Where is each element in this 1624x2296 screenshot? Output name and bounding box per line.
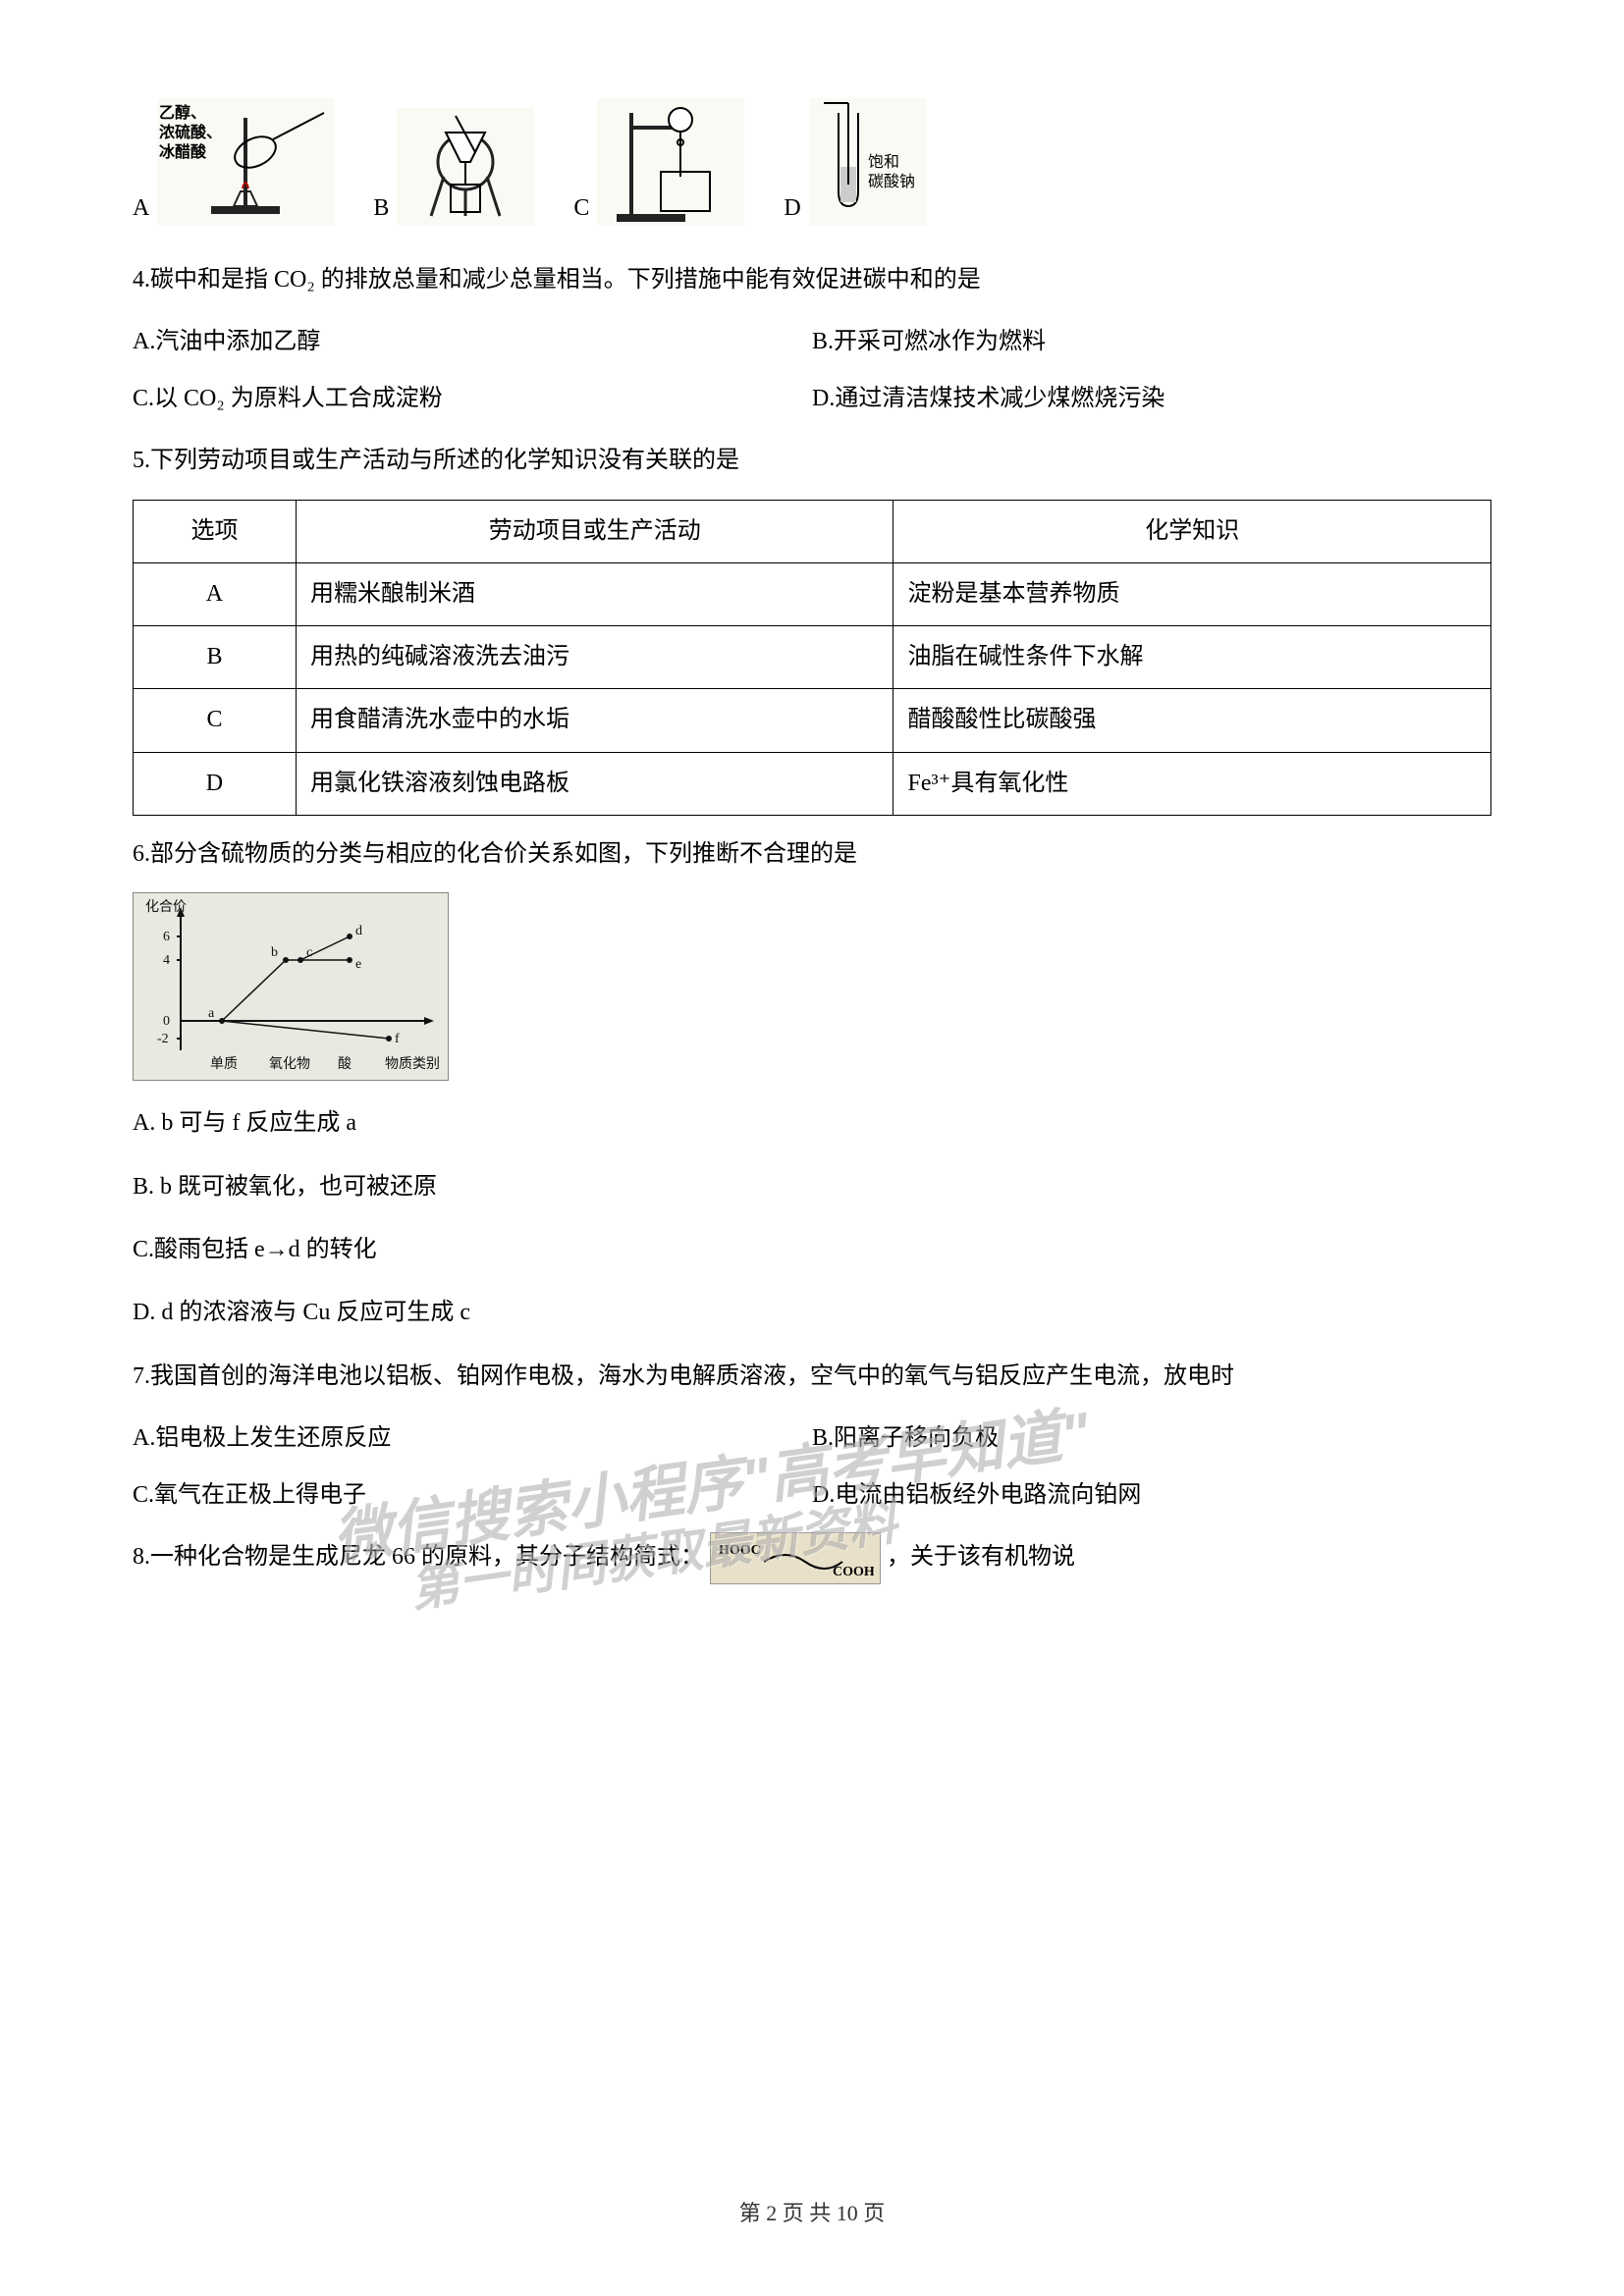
svg-text:HOOC: HOOC xyxy=(719,1543,761,1558)
q5-r0c0: A xyxy=(134,562,297,625)
apparatus-row: A 乙醇、 浓硫酸、 冰醋酸 B xyxy=(133,98,1491,226)
q7-opt-a: A.铝电极上发生还原反应 xyxy=(133,1415,812,1462)
page-content: A 乙醇、 浓硫酸、 冰醋酸 B xyxy=(0,0,1624,1657)
q5-r1c1: 用热的纯碱溶液洗去油污 xyxy=(296,626,893,689)
table-row: C 用食醋清洗水壶中的水垢 醋酸酸性比碳酸强 xyxy=(134,689,1491,752)
apparatus-b-svg xyxy=(397,108,534,226)
q7-row2: C.氧气在正极上得电子 D.电流由铝板经外电路流向铂网 xyxy=(133,1471,1491,1519)
svg-text:a: a xyxy=(208,1006,215,1021)
svg-text:e: e xyxy=(355,957,361,972)
apparatus-d-svg: 饱和 碳酸钠 xyxy=(809,98,927,226)
apparatus-a-annot2: 浓硫酸、 xyxy=(159,123,222,141)
apparatus-d-label: D xyxy=(784,195,800,222)
q5-th-2: 化学知识 xyxy=(893,500,1491,562)
q5-th-1: 劳动项目或生产活动 xyxy=(296,500,893,562)
q4-row1: A.汽油中添加乙醇 B.开采可燃冰作为燃料 xyxy=(133,318,1491,365)
q7-row1: A.铝电极上发生还原反应 B.阳离子移向负极 xyxy=(133,1415,1491,1462)
q6-opt-b: B. b 既可被氧化，也可被还原 xyxy=(133,1162,1491,1211)
table-header-row: 选项 劳动项目或生产活动 化学知识 xyxy=(134,500,1491,562)
apparatus-c: C xyxy=(573,98,744,226)
q4-opt-d: D.通过清洁煤技术减少煤燃烧污染 xyxy=(812,375,1491,422)
apparatus-b: B xyxy=(373,108,534,226)
svg-text:氧化物: 氧化物 xyxy=(269,1056,310,1072)
q8-stem: 8.一种化合物是生成尼龙 66 的原料，其分子结构简式： HOOC COOH ，… xyxy=(133,1532,1491,1584)
q5-r2c2: 醋酸酸性比碳酸强 xyxy=(893,689,1491,752)
q4-opt-b: B.开采可燃冰作为燃料 xyxy=(812,318,1491,365)
svg-text:-2: -2 xyxy=(157,1032,169,1046)
svg-text:b: b xyxy=(271,945,278,960)
q7-opt-d: D.电流由铝板经外电路流向铂网 xyxy=(812,1471,1491,1519)
q7-opt-b: B.阳离子移向负极 xyxy=(812,1415,1491,1462)
q5-r0c2: 淀粉是基本营养物质 xyxy=(893,562,1491,625)
apparatus-a-svg: 乙醇、 浓硫酸、 冰醋酸 xyxy=(157,98,334,226)
svg-text:4: 4 xyxy=(163,953,170,968)
table-row: D 用氯化铁溶液刻蚀电路板 Fe³⁺具有氧化性 xyxy=(134,752,1491,815)
svg-text:化合价: 化合价 xyxy=(145,899,187,915)
q6-opt-c: C.酸雨包括 e→d 的转化 xyxy=(133,1225,1491,1274)
q5-r3c2: Fe³⁺具有氧化性 xyxy=(893,752,1491,815)
q5-r1c0: B xyxy=(134,626,297,689)
svg-text:单质: 单质 xyxy=(210,1056,238,1072)
table-row: B 用热的纯碱溶液洗去油污 油脂在碱性条件下水解 xyxy=(134,626,1491,689)
svg-text:f: f xyxy=(395,1032,400,1046)
apparatus-c-svg xyxy=(597,98,744,226)
apparatus-d: D 饱和 碳酸钠 xyxy=(784,98,926,226)
svg-text:0: 0 xyxy=(163,1014,170,1029)
q5-r3c1: 用氯化铁溶液刻蚀电路板 xyxy=(296,752,893,815)
q6-opt-d: D. d 的浓溶液与 Cu 反应可生成 c xyxy=(133,1288,1491,1337)
q7-stem: 7.我国首创的海洋电池以铝板、铂网作电极，海水为电解质溶液，空气中的氧气与铝反应… xyxy=(133,1352,1491,1401)
apparatus-a-annot3: 冰醋酸 xyxy=(159,142,207,161)
apparatus-b-label: B xyxy=(373,195,389,222)
q4-stem: 4.碳中和是指 CO₂ 的排放总量和减少总量相当。下列措施中能有效促进碳中和的是 xyxy=(133,255,1491,304)
svg-text:物质类别: 物质类别 xyxy=(385,1056,440,1072)
svg-text:d: d xyxy=(355,924,362,938)
q7-opt-c: C.氧气在正极上得电子 xyxy=(133,1471,812,1519)
q5-th-0: 选项 xyxy=(134,500,297,562)
apparatus-c-label: C xyxy=(573,195,589,222)
q6-chart-svg: 6 4 0 -2 化合价 单质 氧化物 酸 物质类别 a b c d xyxy=(134,893,448,1080)
q4-opt-a: A.汽油中添加乙醇 xyxy=(133,318,812,365)
q5-r3c0: D xyxy=(134,752,297,815)
apparatus-d-annot1: 饱和 xyxy=(868,153,899,171)
table-row: A 用糯米酿制米酒 淀粉是基本营养物质 xyxy=(134,562,1491,625)
q6-opt-a: A. b 可与 f 反应生成 a xyxy=(133,1098,1491,1148)
apparatus-a-annot1: 乙醇、 xyxy=(159,103,206,122)
q5-r1c2: 油脂在碱性条件下水解 xyxy=(893,626,1491,689)
page-footer: 第 2 页 共 10 页 xyxy=(0,2196,1624,2227)
apparatus-a: A 乙醇、 浓硫酸、 冰醋酸 xyxy=(133,98,334,226)
q6-chart: 6 4 0 -2 化合价 单质 氧化物 酸 物质类别 a b c d xyxy=(133,892,449,1081)
q5-stem: 5.下列劳动项目或生产活动与所述的化学知识没有关联的是 xyxy=(133,436,1491,485)
apparatus-d-annot2: 碳酸钠 xyxy=(868,173,915,190)
svg-text:COOH: COOH xyxy=(833,1565,874,1579)
q8-formula: HOOC COOH xyxy=(710,1532,881,1583)
q5-r2c0: C xyxy=(134,689,297,752)
q6-stem: 6.部分含硫物质的分类与相应的化合价关系如图，下列推断不合理的是 xyxy=(133,829,1491,879)
q5-r2c1: 用食醋清洗水壶中的水垢 xyxy=(296,689,893,752)
svg-text:6: 6 xyxy=(163,930,170,944)
apparatus-a-label: A xyxy=(133,195,149,222)
svg-text:酸: 酸 xyxy=(338,1056,352,1072)
q8-stem-pre: 8.一种化合物是生成尼龙 66 的原料，其分子结构简式： xyxy=(133,1544,704,1570)
q4-opt-c: C.以 CO₂ 为原料人工合成淀粉 xyxy=(133,375,812,422)
q5-table: 选项 劳动项目或生产活动 化学知识 A 用糯米酿制米酒 淀粉是基本营养物质 B … xyxy=(133,500,1491,816)
svg-text:c: c xyxy=(306,945,312,960)
q5-r0c1: 用糯米酿制米酒 xyxy=(296,562,893,625)
q8-stem-post: ，关于该有机物说 xyxy=(887,1544,1075,1570)
q4-row2: C.以 CO₂ 为原料人工合成淀粉 D.通过清洁煤技术减少煤燃烧污染 xyxy=(133,375,1491,422)
